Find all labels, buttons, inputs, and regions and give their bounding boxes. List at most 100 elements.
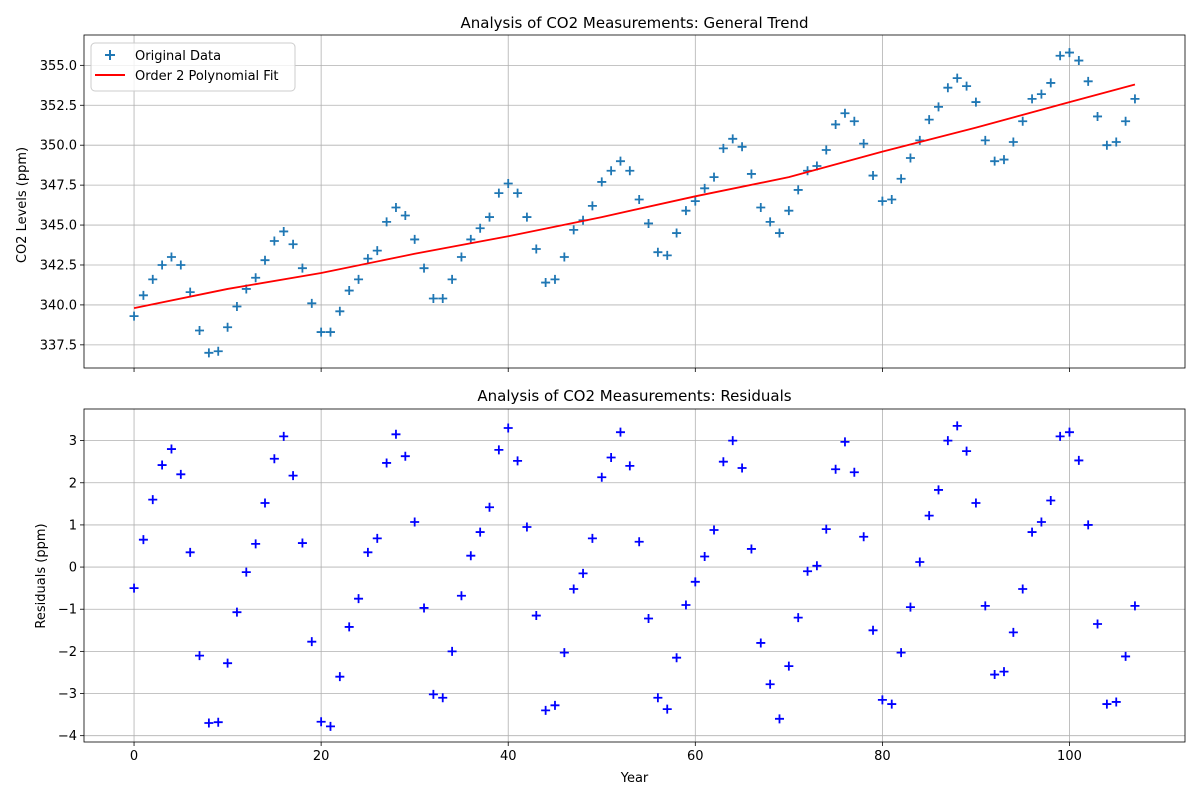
residuals-ytick-label: −1 [58, 603, 77, 618]
residuals-data-point [559, 648, 569, 658]
residuals-data-point [354, 594, 364, 604]
trend-data-point [569, 225, 579, 235]
residuals-data-point [204, 718, 214, 728]
trend-data-point [223, 322, 233, 332]
trend-axes-frame [83, 34, 1186, 369]
residuals-xtick-label: 20 [313, 749, 330, 764]
residuals-data-point [213, 717, 223, 727]
trend-data-point [513, 188, 523, 198]
residuals-data-point [382, 458, 392, 468]
trend-data-point [606, 166, 616, 176]
trend-data-point [672, 228, 682, 238]
trend-data-point [419, 263, 429, 273]
residuals-data-point [924, 511, 934, 521]
trend-data-point [1046, 78, 1056, 88]
residuals-data-point [550, 700, 560, 710]
polynomial-fit-line [133, 83, 1136, 309]
residuals-data-point [690, 577, 700, 587]
legend-marker-original-data [105, 50, 115, 60]
residuals-data-point [943, 436, 953, 446]
trend-data-point [325, 327, 335, 337]
residuals-data-point [765, 679, 775, 689]
residuals-data-point [1018, 584, 1028, 594]
residuals-data-point [428, 689, 438, 699]
trend-data-point [1093, 111, 1103, 121]
trend-legend: Original Data Order 2 Polynomial Fit [90, 42, 296, 92]
trend-data-point [269, 236, 279, 246]
residuals-data-point [634, 537, 644, 547]
trend-data-point [372, 246, 382, 256]
residuals-data-point [774, 714, 784, 724]
trend-data-point [690, 196, 700, 206]
residuals-grid: 0 20 40 60 80 100 −4 −3 −2 −1 0 1 2 3 [58, 409, 1185, 764]
trend-data-point [157, 260, 167, 270]
residuals-data-point [915, 557, 925, 567]
residuals-data-point [831, 464, 841, 474]
residuals-data-point [821, 524, 831, 534]
trend-data-point [700, 183, 710, 193]
trend-data-point [943, 83, 953, 93]
residuals-xlabel: Year [620, 771, 649, 786]
residuals-data-point [1036, 517, 1046, 527]
residuals-data-point [1027, 527, 1037, 537]
legend-frame [90, 42, 296, 92]
trend-data-point [1083, 76, 1093, 86]
residuals-data-point [784, 661, 794, 671]
trend-data-point [541, 278, 551, 288]
residuals-xtick-label: 0 [130, 749, 138, 764]
residuals-data-point [859, 532, 869, 542]
trend-data-point [793, 185, 803, 195]
trend-data-point [232, 302, 242, 312]
trend-data-point [195, 325, 205, 335]
trend-data-point [148, 274, 158, 284]
residuals-data-point [195, 651, 205, 661]
trend-data-point [784, 206, 794, 216]
trend-data-point [531, 244, 541, 254]
trend-data-point [662, 250, 672, 260]
residuals-data-point [325, 721, 335, 731]
residuals-ylabel: Residuals (ppm) [34, 523, 49, 628]
trend-data-point [485, 212, 495, 222]
residuals-data-point [971, 498, 981, 508]
residuals-data-point [644, 613, 654, 623]
trend-data-point [597, 177, 607, 187]
residuals-data-point [1102, 699, 1112, 709]
trend-data-point [1036, 89, 1046, 99]
trend-data-point [447, 274, 457, 284]
residuals-data-point [279, 431, 289, 441]
trend-data-point [1121, 116, 1131, 126]
trend-data-point [1027, 94, 1037, 104]
trend-data-point [503, 179, 513, 189]
residuals-data-point [157, 460, 167, 470]
residuals-data-point [475, 527, 485, 537]
residuals-data-point [709, 525, 719, 535]
residuals-data-point [410, 517, 420, 527]
trend-data-point [410, 234, 420, 244]
trend-data-point [887, 195, 897, 205]
legend-label-original-data: Original Data [135, 49, 221, 64]
trend-data-point [615, 156, 625, 166]
trend-data-point [765, 217, 775, 227]
residuals-data-point [176, 469, 186, 479]
trend-data-point [990, 156, 1000, 166]
residuals-data-point [494, 445, 504, 455]
residuals-data-point [466, 551, 476, 561]
residuals-data-point [400, 451, 410, 461]
trend-ytick-label: 350.0 [40, 139, 77, 154]
trend-data-point [831, 119, 841, 129]
trend-data-point [774, 228, 784, 238]
residuals-data-point [840, 437, 850, 447]
trend-data-point [896, 174, 906, 184]
trend-data-point [522, 212, 532, 222]
residuals-ytick-label: −3 [58, 687, 77, 702]
trend-data-point [962, 81, 972, 91]
residuals-data-point [896, 648, 906, 658]
trend-data-point [971, 97, 981, 107]
residuals-data-point [578, 568, 588, 578]
trend-data-point [999, 155, 1009, 165]
trend-data-point [1018, 116, 1028, 126]
trend-data-point [952, 73, 962, 83]
residuals-data-point [251, 539, 261, 549]
residuals-data-point [1074, 455, 1084, 465]
